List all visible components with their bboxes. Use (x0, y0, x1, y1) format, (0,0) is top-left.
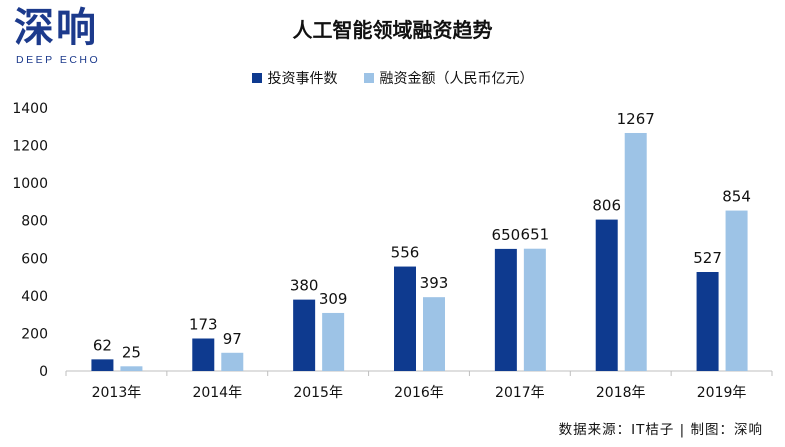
y-tick-label: 400 (21, 289, 48, 305)
data-label-series-2: 651 (521, 226, 550, 244)
chart-title: 人工智能领域融资趋势 (292, 18, 493, 42)
x-tick-label: 2016年 (394, 385, 444, 401)
bar-series-2 (725, 210, 748, 371)
x-tick-label: 2015年 (293, 385, 343, 401)
x-tick-label: 2018年 (596, 385, 646, 401)
legend-label-series-2: 融资金额（人民币亿元） (379, 71, 534, 87)
bar-series-1 (494, 248, 517, 371)
bar-series-2 (423, 297, 445, 371)
bar-series-2 (322, 312, 345, 371)
y-tick-label: 600 (21, 251, 48, 267)
data-label-series-1: 380 (290, 277, 319, 295)
y-tick-label: 1400 (12, 101, 48, 117)
data-label-series-2: 25 (122, 343, 141, 361)
data-label-series-1: 173 (189, 316, 218, 334)
data-label-series-1: 650 (492, 226, 521, 244)
y-tick-label: 1200 (12, 139, 48, 155)
y-tick-label: 800 (21, 214, 48, 230)
legend-item-series-1: 投资事件数 (251, 68, 338, 88)
legend-swatch-series-1 (251, 73, 262, 83)
chart-legend: 投资事件数 融资金额（人民币亿元） (0, 68, 785, 88)
data-label-series-1: 62 (93, 336, 112, 354)
bar-series-1 (595, 219, 618, 371)
logo-text-en: DEEP ECHO (16, 54, 101, 66)
bar-series-1 (192, 338, 215, 371)
y-tick-label: 1000 (12, 176, 48, 192)
data-label-series-2: 1267 (617, 110, 655, 128)
y-tick-label: 200 (21, 326, 48, 342)
bar-series-2 (624, 132, 647, 371)
legend-item-series-2: 融资金额（人民币亿元） (363, 68, 534, 88)
bar-series-2 (221, 352, 244, 371)
bar-series-1 (394, 266, 416, 371)
source-note: 数据来源：IT桔子 | 制图：深响 (558, 422, 763, 438)
bar-series-2 (120, 366, 143, 371)
data-label-series-2: 97 (223, 330, 242, 348)
x-tick-label: 2013年 (92, 385, 142, 401)
bar-series-2 (523, 248, 546, 371)
x-tick-label: 2019年 (697, 385, 747, 401)
data-label-series-2: 854 (722, 188, 751, 206)
logo: 深响 DEEP ECHO (14, 6, 144, 68)
y-tick-label: 0 (39, 364, 48, 380)
logo-text-cn: 深响 (14, 5, 98, 51)
legend-swatch-series-2 (363, 73, 374, 83)
x-tick-label: 2017年 (495, 385, 545, 401)
data-label-series-1: 556 (391, 244, 420, 262)
data-label-series-2: 393 (420, 274, 449, 292)
bar-series-1 (293, 299, 316, 371)
data-label-series-1: 527 (693, 249, 722, 267)
bar-series-1 (696, 271, 719, 371)
data-label-series-1: 806 (592, 197, 621, 215)
bar-series-1 (91, 359, 114, 371)
legend-label-series-1: 投资事件数 (267, 71, 338, 87)
x-tick-label: 2014年 (192, 385, 242, 401)
data-label-series-2: 309 (319, 290, 348, 308)
